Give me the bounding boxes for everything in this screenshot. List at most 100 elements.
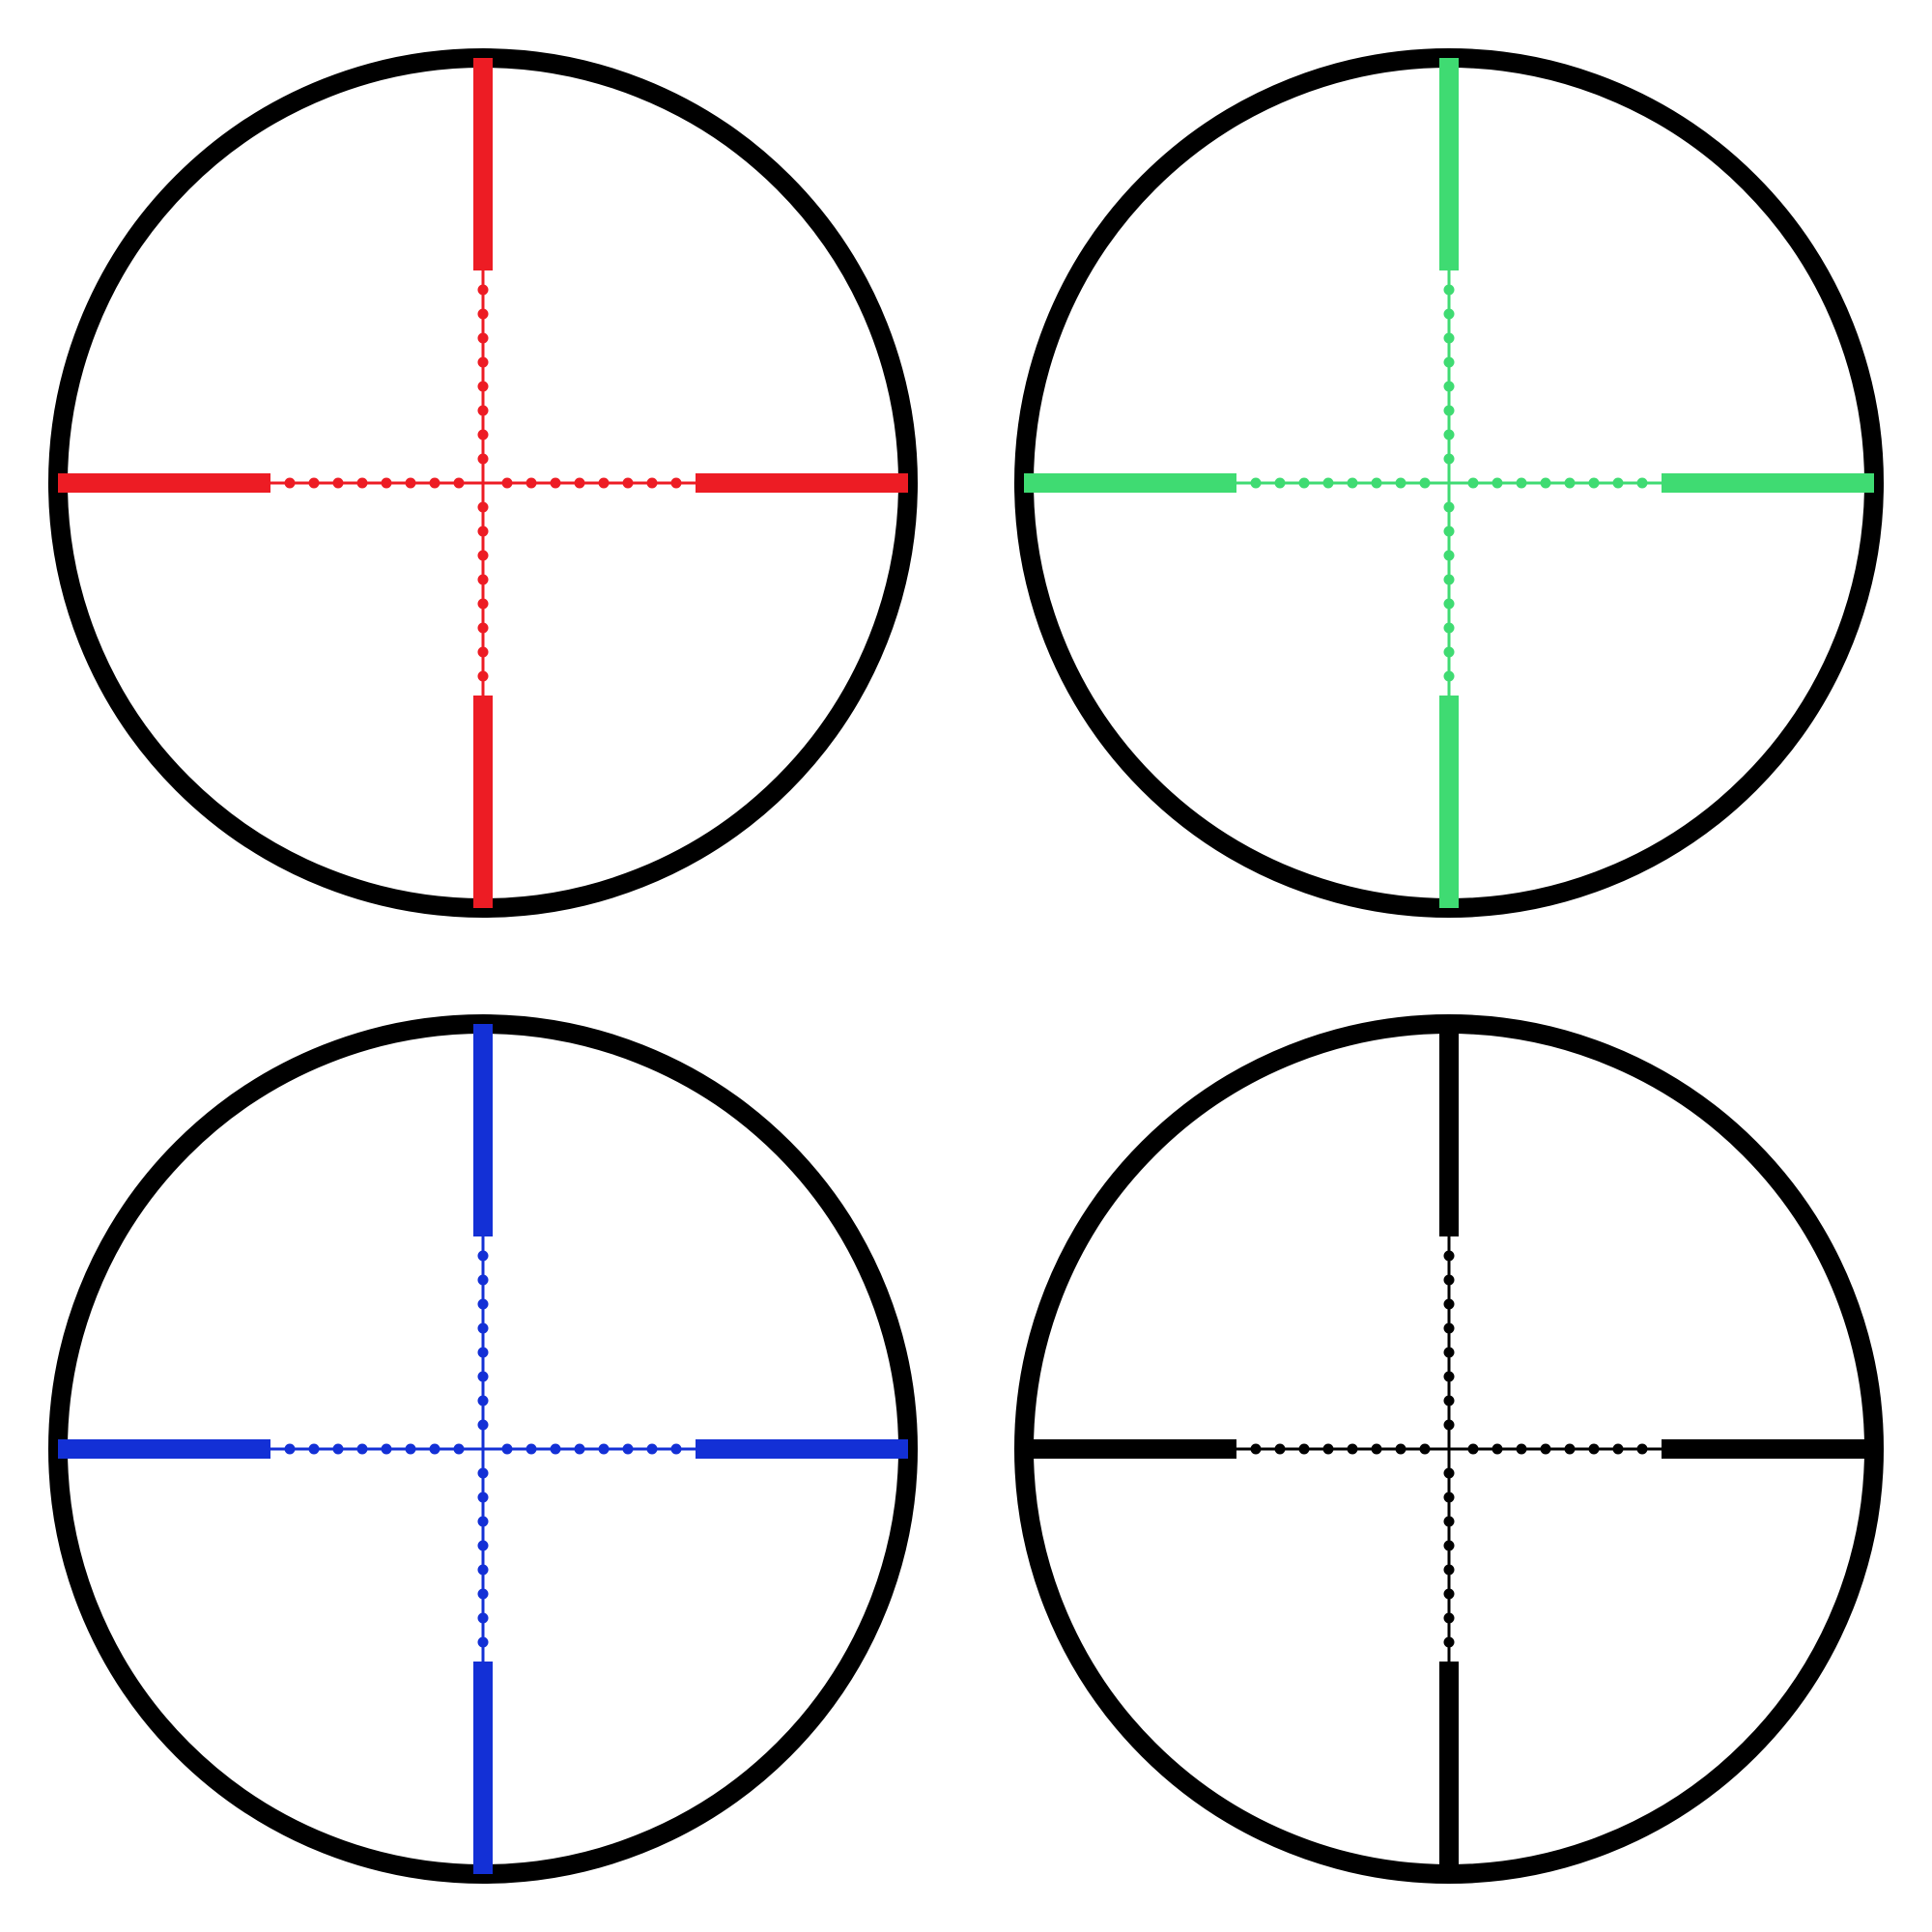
mil-dot-bottom bbox=[1444, 1541, 1455, 1551]
mil-dot-right bbox=[502, 1444, 513, 1455]
mil-dot-bottom bbox=[1444, 502, 1455, 513]
mil-dot-bottom bbox=[478, 526, 489, 537]
mil-dot-left bbox=[1251, 1444, 1262, 1455]
mil-dot-bottom bbox=[478, 1468, 489, 1479]
mil-dot-top bbox=[478, 406, 489, 416]
mil-dot-left bbox=[333, 478, 344, 489]
cell-top-left bbox=[0, 0, 966, 966]
reticle-black bbox=[985, 985, 1913, 1913]
mil-dot-bottom bbox=[1444, 671, 1455, 682]
mil-dot-right bbox=[502, 478, 513, 489]
mil-dot-left bbox=[357, 1444, 368, 1455]
mil-dot-top bbox=[478, 1348, 489, 1358]
mil-dot-top bbox=[478, 1275, 489, 1286]
mil-dot-left bbox=[406, 478, 416, 489]
mil-dot-right bbox=[1517, 478, 1527, 489]
cell-top-right bbox=[966, 0, 1932, 966]
mil-dot-bottom bbox=[1444, 1468, 1455, 1479]
mil-dot-left bbox=[382, 478, 392, 489]
mil-dot-left bbox=[333, 1444, 344, 1455]
mil-dot-right bbox=[1613, 478, 1624, 489]
mil-dot-right bbox=[1492, 1444, 1503, 1455]
mil-dot-right bbox=[1492, 478, 1503, 489]
mil-dot-right bbox=[623, 1444, 634, 1455]
mil-dot-bottom bbox=[478, 647, 489, 658]
mil-dot-top bbox=[1444, 1323, 1455, 1334]
mil-dot-top bbox=[1444, 1420, 1455, 1431]
mil-dot-left bbox=[1348, 478, 1358, 489]
mil-dot-left bbox=[1372, 1444, 1382, 1455]
mil-dot-bottom bbox=[478, 1613, 489, 1624]
mil-dot-right bbox=[1589, 478, 1600, 489]
mil-dot-top bbox=[1444, 333, 1455, 344]
mil-dot-top bbox=[478, 1251, 489, 1262]
mil-dot-left bbox=[1420, 1444, 1431, 1455]
mil-dot-left bbox=[1299, 478, 1310, 489]
mil-dot-right bbox=[1613, 1444, 1624, 1455]
mil-dot-left bbox=[430, 478, 440, 489]
mil-dot-left bbox=[406, 1444, 416, 1455]
mil-dot-left bbox=[1420, 478, 1431, 489]
mil-dot-bottom bbox=[478, 551, 489, 561]
mil-dot-top bbox=[478, 1323, 489, 1334]
mil-dot-left bbox=[454, 1444, 465, 1455]
mil-dot-top bbox=[478, 382, 489, 392]
mil-dot-left bbox=[1323, 478, 1334, 489]
mil-dot-bottom bbox=[1444, 623, 1455, 634]
mil-dot-top bbox=[478, 1372, 489, 1382]
mil-dot-bottom bbox=[478, 671, 489, 682]
mil-dot-bottom bbox=[478, 575, 489, 585]
mil-dot-bottom bbox=[1444, 1589, 1455, 1600]
mil-dot-bottom bbox=[1444, 575, 1455, 585]
mil-dot-right bbox=[526, 478, 537, 489]
mil-dot-right bbox=[1468, 478, 1479, 489]
mil-dot-right bbox=[671, 1444, 682, 1455]
mil-dot-right bbox=[526, 1444, 537, 1455]
mil-dot-right bbox=[1468, 1444, 1479, 1455]
mil-dot-right bbox=[1565, 478, 1576, 489]
mil-dot-left bbox=[357, 478, 368, 489]
mil-dot-left bbox=[309, 1444, 320, 1455]
mil-dot-right bbox=[1517, 1444, 1527, 1455]
mil-dot-right bbox=[575, 1444, 585, 1455]
mil-dot-top bbox=[1444, 309, 1455, 320]
mil-dot-top bbox=[1444, 406, 1455, 416]
mil-dot-left bbox=[1275, 1444, 1286, 1455]
mil-dot-bottom bbox=[478, 502, 489, 513]
mil-dot-bottom bbox=[1444, 1637, 1455, 1648]
mil-dot-top bbox=[1444, 1275, 1455, 1286]
mil-dot-right bbox=[551, 478, 561, 489]
mil-dot-bottom bbox=[1444, 1517, 1455, 1527]
mil-dot-right bbox=[1637, 1444, 1648, 1455]
mil-dot-right bbox=[551, 1444, 561, 1455]
cell-bottom-left bbox=[0, 966, 966, 1932]
mil-dot-left bbox=[1396, 1444, 1406, 1455]
mil-dot-top bbox=[1444, 1299, 1455, 1310]
mil-dot-right bbox=[599, 478, 610, 489]
mil-dot-top bbox=[478, 454, 489, 465]
mil-dot-bottom bbox=[478, 1565, 489, 1576]
mil-dot-right bbox=[647, 478, 658, 489]
cell-bottom-right bbox=[966, 966, 1932, 1932]
mil-dot-right bbox=[647, 1444, 658, 1455]
mil-dot-left bbox=[1275, 478, 1286, 489]
mil-dot-top bbox=[1444, 382, 1455, 392]
mil-dot-right bbox=[1541, 1444, 1551, 1455]
mil-dot-bottom bbox=[478, 1637, 489, 1648]
mil-dot-left bbox=[1323, 1444, 1334, 1455]
mil-dot-top bbox=[478, 430, 489, 440]
mil-dot-top bbox=[1444, 1251, 1455, 1262]
reticle-red bbox=[19, 19, 947, 947]
mil-dot-bottom bbox=[478, 1589, 489, 1600]
mil-dot-bottom bbox=[1444, 526, 1455, 537]
mil-dot-top bbox=[1444, 1372, 1455, 1382]
mil-dot-left bbox=[309, 478, 320, 489]
mil-dot-bottom bbox=[478, 623, 489, 634]
mil-dot-top bbox=[478, 1299, 489, 1310]
mil-dot-top bbox=[478, 333, 489, 344]
mil-dot-bottom bbox=[478, 1517, 489, 1527]
mil-dot-left bbox=[430, 1444, 440, 1455]
mil-dot-top bbox=[1444, 454, 1455, 465]
mil-dot-top bbox=[478, 285, 489, 296]
mil-dot-right bbox=[1541, 478, 1551, 489]
